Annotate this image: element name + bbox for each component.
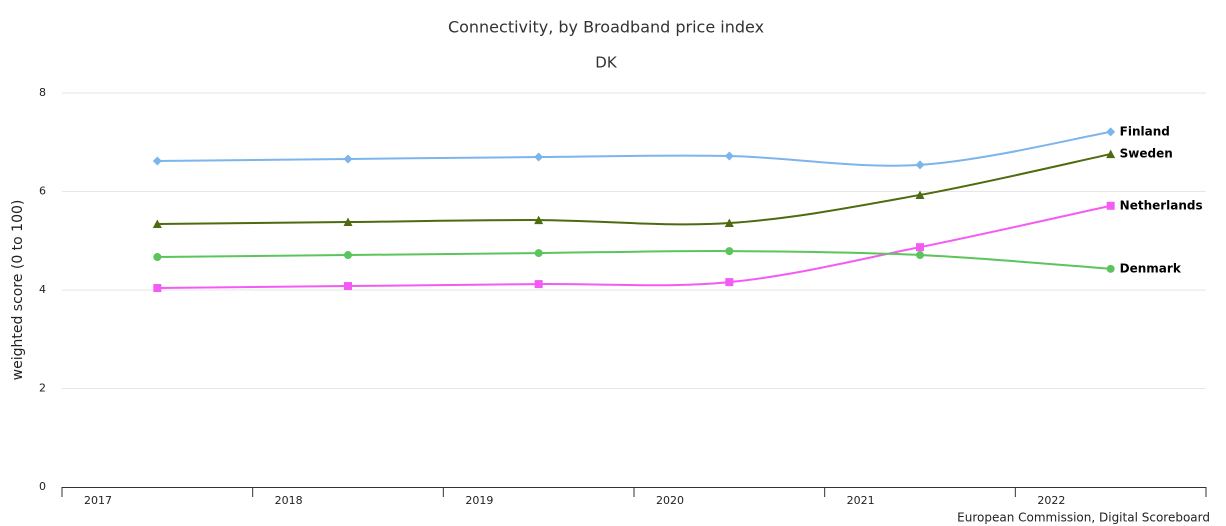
- point: [916, 251, 924, 260]
- series-label: Denmark: [1120, 261, 1182, 275]
- point: [1106, 149, 1116, 159]
- y-axis-label: weighted score (0 to 100): [10, 200, 26, 381]
- point: [1106, 264, 1115, 273]
- series-line: [157, 153, 1111, 226]
- series-line: [157, 204, 1111, 290]
- x-tick-label: 2020: [656, 494, 684, 507]
- y-tick-label: 2: [39, 382, 46, 395]
- point: [534, 280, 543, 289]
- point: [725, 247, 734, 256]
- y-tick-label: 0: [39, 480, 46, 493]
- x-tick-label: 2018: [275, 494, 303, 507]
- chart-title: Connectivity, by Broadband price index: [448, 18, 764, 37]
- series-line: [157, 250, 1111, 270]
- point: [725, 278, 734, 287]
- point: [1106, 127, 1116, 137]
- series-label: Finland: [1120, 124, 1170, 138]
- point: [343, 154, 353, 164]
- point: [915, 190, 925, 199]
- point: [1106, 201, 1115, 210]
- point: [724, 218, 734, 228]
- x-tick-label: 2017: [84, 494, 112, 507]
- point: [916, 243, 924, 252]
- y-tick-label: 8: [39, 86, 46, 99]
- y-tick-label: 6: [39, 185, 46, 198]
- series-line: [157, 130, 1111, 167]
- y-tick-label: 4: [39, 283, 46, 296]
- point: [153, 284, 162, 293]
- point: [534, 152, 544, 162]
- point: [724, 151, 734, 161]
- credits: European Commission, Digital Scoreboard: [957, 511, 1210, 525]
- series-label: Netherlands: [1120, 198, 1203, 212]
- x-tick-label: 2019: [465, 494, 493, 507]
- x-tick-label: 2021: [847, 494, 875, 507]
- point: [344, 251, 352, 260]
- x-tick-label: 2022: [1037, 494, 1065, 507]
- point: [534, 249, 543, 258]
- point: [534, 215, 544, 225]
- point: [152, 219, 162, 229]
- series-label: Sweden: [1120, 147, 1173, 161]
- chart-subtitle: DK: [595, 54, 618, 72]
- point: [152, 156, 162, 166]
- point: [343, 217, 353, 227]
- point: [153, 253, 162, 262]
- point: [344, 282, 352, 291]
- point: [915, 160, 925, 170]
